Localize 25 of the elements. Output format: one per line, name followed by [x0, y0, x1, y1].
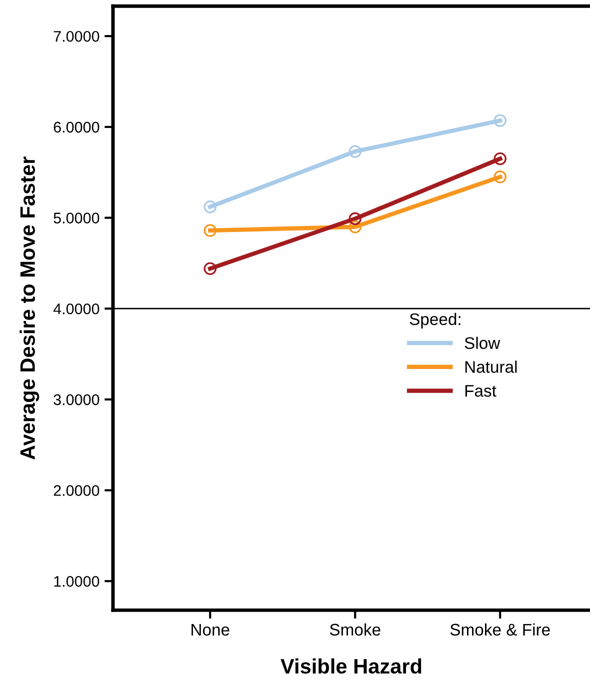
legend-label: Fast — [465, 385, 496, 397]
y-tick-label: 3.0000 — [54, 394, 100, 406]
point — [204, 224, 217, 237]
y-tick-label: 7.0000 — [54, 30, 100, 42]
x-tick-label: Smoke & Fire — [450, 623, 550, 636]
point — [204, 200, 217, 214]
legend-title: Speed: — [410, 312, 460, 328]
point — [204, 262, 217, 276]
point — [494, 114, 506, 127]
legend-label: Natural — [465, 360, 517, 373]
legend-label: Slow — [464, 336, 500, 350]
point — [348, 220, 362, 234]
y-axis-title: Average Desire to Move Faster — [20, 156, 40, 460]
y-tick-label: 2.0000 — [54, 485, 100, 496]
y-tick-label: 1.0000 — [54, 576, 100, 587]
x-axis-title: Visible Hazard — [280, 658, 422, 674]
point — [494, 170, 506, 184]
point — [348, 145, 362, 158]
point — [348, 212, 362, 226]
point — [494, 152, 506, 166]
x-tick-label: Smoke — [330, 623, 380, 636]
x-tick-label: None — [192, 624, 230, 636]
y-tick-label: 5.0000 — [54, 212, 100, 224]
y-tick-label: 4.0000 — [53, 303, 100, 314]
y-tick-label: 6.0000 — [54, 122, 100, 133]
